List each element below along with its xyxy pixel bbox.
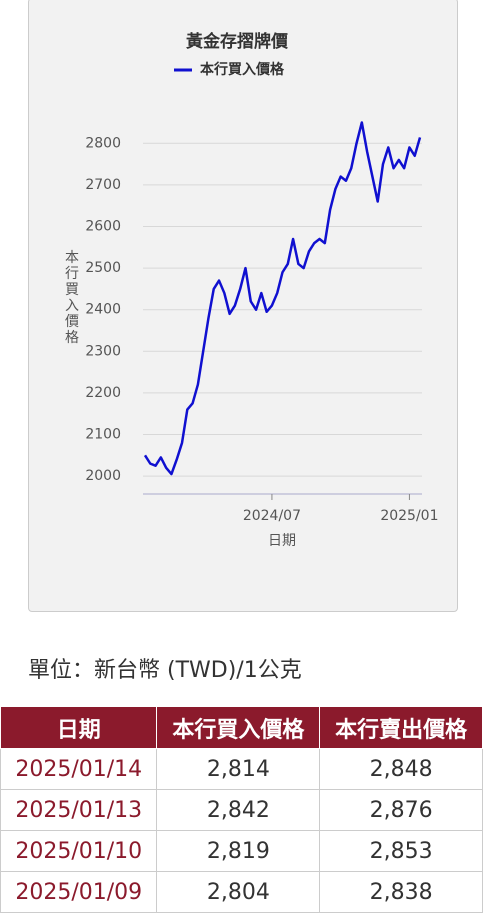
table-cell: 2025/01/14 (0, 748, 158, 790)
header-cell: 本行賣出價格 (319, 706, 483, 749)
x-tick-label: 2025/01 (380, 508, 438, 524)
table-row: 2025/01/09 2,804 2,838 (0, 871, 483, 913)
table-row: 2025/01/13 2,842 2,876 (0, 789, 483, 831)
table-cell: 2025/01/13 (0, 789, 158, 831)
x-tick-label: 2024/07 (243, 508, 301, 524)
table-cell: 2,876 (319, 789, 483, 831)
header-cell: 本行買入價格 (156, 706, 321, 749)
table-cell: 2,804 (156, 871, 321, 913)
legend-label: 本行買入價格 (200, 61, 285, 78)
line (143, 121, 422, 476)
price-table: 日期 本行買入價格 本行賣出價格 2025/01/14 2,814 2,848 2025/0… (0, 706, 483, 913)
x-axis-title: 日期 (268, 533, 296, 549)
table-cell: 2,838 (319, 871, 483, 913)
table-cell: 2,853 (319, 830, 483, 872)
table-cell: 2025/01/10 (0, 830, 158, 872)
table-cell: 2,842 (156, 789, 321, 831)
header-cell: 日期 (0, 706, 158, 749)
y-tick-label: 2000 (85, 468, 121, 484)
chart-title: 黃金存摺牌價 (185, 31, 289, 52)
table-cell: 2,848 (319, 748, 483, 790)
table-cell: 2,819 (156, 830, 321, 872)
y-axis-title: 本行買入價格 (65, 250, 79, 346)
y-tick-label: 2800 (85, 135, 121, 151)
y-tick-label: 2100 (85, 427, 121, 443)
y-tick-label: 2600 (85, 218, 121, 234)
table-row: 2025/01/14 2,814 2,848 (0, 748, 483, 790)
y-tick-label: 2400 (85, 302, 121, 318)
unit-note: 單位：新台幣 (TWD)/1公克 (28, 658, 302, 683)
y-tick-label: 2500 (85, 260, 121, 276)
y-tick-label: 2300 (85, 343, 121, 359)
y-tick-label: 2200 (85, 385, 121, 401)
chart: 黃金存摺牌價 本行買入價格 日期 本行買入價格 2000 2100 2200 2300… (65, 31, 439, 549)
table-cell: 2,814 (156, 748, 321, 790)
table-cell: 2025/01/09 (0, 871, 158, 913)
y-tick-label: 2700 (85, 177, 121, 193)
chart-card (28, 0, 458, 612)
table-row: 2025/01/10 2,819 2,853 (0, 830, 483, 872)
header-row: 日期 本行買入價格 本行賣出價格 (0, 706, 483, 749)
